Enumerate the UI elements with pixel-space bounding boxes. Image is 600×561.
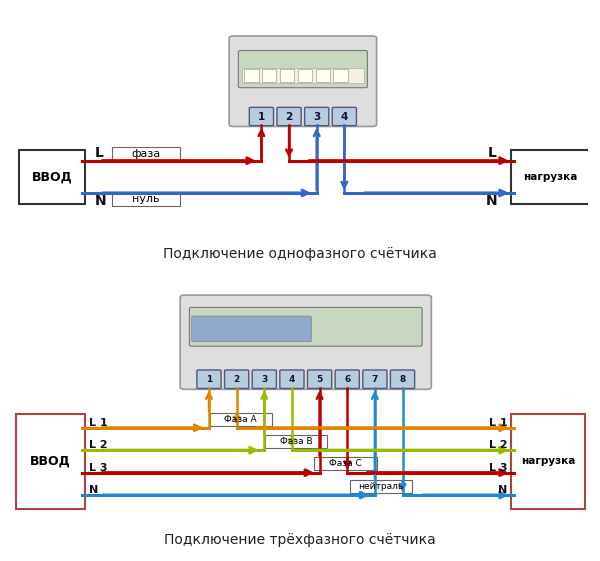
Text: Фаза А: Фаза А [224, 415, 257, 424]
Text: 2: 2 [233, 375, 240, 384]
Text: 5: 5 [316, 375, 323, 384]
Text: Подключение трёхфазного счётчика: Подключение трёхфазного счётчика [164, 533, 436, 547]
FancyBboxPatch shape [238, 50, 367, 88]
FancyBboxPatch shape [391, 370, 415, 388]
Text: L 3: L 3 [89, 463, 107, 472]
Text: нагрузка: нагрузка [521, 457, 575, 466]
Text: N: N [498, 485, 508, 495]
FancyBboxPatch shape [197, 370, 221, 388]
FancyBboxPatch shape [316, 69, 330, 82]
Text: N: N [485, 194, 497, 208]
Text: L: L [488, 146, 497, 160]
Text: Фаза С: Фаза С [329, 459, 362, 468]
Text: L 2: L 2 [489, 440, 508, 450]
Text: 7: 7 [371, 375, 378, 384]
FancyBboxPatch shape [192, 316, 311, 342]
FancyBboxPatch shape [511, 150, 590, 204]
FancyBboxPatch shape [190, 307, 422, 346]
Text: 6: 6 [344, 375, 350, 384]
FancyBboxPatch shape [350, 480, 412, 493]
FancyBboxPatch shape [298, 69, 312, 82]
FancyBboxPatch shape [16, 414, 85, 509]
FancyBboxPatch shape [262, 69, 277, 82]
FancyBboxPatch shape [363, 370, 387, 388]
Text: фаза: фаза [131, 149, 160, 159]
FancyBboxPatch shape [250, 107, 274, 126]
FancyBboxPatch shape [112, 147, 179, 161]
FancyBboxPatch shape [112, 192, 179, 206]
Text: ВВОД: ВВОД [32, 171, 73, 183]
FancyBboxPatch shape [280, 69, 294, 82]
FancyBboxPatch shape [209, 413, 272, 425]
FancyBboxPatch shape [19, 150, 85, 204]
Text: L: L [95, 146, 104, 160]
Text: Подключение однофазного счётчика: Подключение однофазного счётчика [163, 247, 437, 260]
FancyBboxPatch shape [242, 68, 364, 82]
Text: 2: 2 [286, 112, 293, 122]
FancyBboxPatch shape [252, 370, 277, 388]
FancyBboxPatch shape [307, 370, 332, 388]
Text: 3: 3 [313, 112, 320, 122]
FancyBboxPatch shape [229, 36, 377, 126]
Text: ВВОД: ВВОД [30, 455, 71, 468]
FancyBboxPatch shape [335, 370, 359, 388]
Text: 4: 4 [289, 375, 295, 384]
FancyBboxPatch shape [305, 107, 329, 126]
FancyBboxPatch shape [334, 69, 348, 82]
Text: нейтраль: нейтраль [358, 482, 403, 491]
Text: Фаза В: Фаза В [280, 437, 312, 446]
Text: L 2: L 2 [89, 440, 108, 450]
Text: 1: 1 [258, 112, 265, 122]
FancyBboxPatch shape [244, 69, 259, 82]
FancyBboxPatch shape [180, 295, 431, 389]
Text: N: N [95, 194, 107, 208]
FancyBboxPatch shape [511, 414, 585, 509]
Text: L 1: L 1 [89, 418, 108, 427]
Text: L 3: L 3 [489, 463, 508, 472]
Text: N: N [89, 485, 98, 495]
Text: нагрузка: нагрузка [523, 172, 578, 182]
FancyBboxPatch shape [280, 370, 304, 388]
Text: 3: 3 [261, 375, 268, 384]
Text: L 1: L 1 [489, 418, 508, 427]
FancyBboxPatch shape [332, 107, 356, 126]
Text: 1: 1 [206, 375, 212, 384]
FancyBboxPatch shape [314, 458, 377, 470]
FancyBboxPatch shape [277, 107, 301, 126]
FancyBboxPatch shape [265, 435, 327, 448]
Text: 4: 4 [341, 112, 348, 122]
Text: нуль: нуль [132, 195, 160, 204]
Text: 8: 8 [400, 375, 406, 384]
FancyBboxPatch shape [224, 370, 249, 388]
